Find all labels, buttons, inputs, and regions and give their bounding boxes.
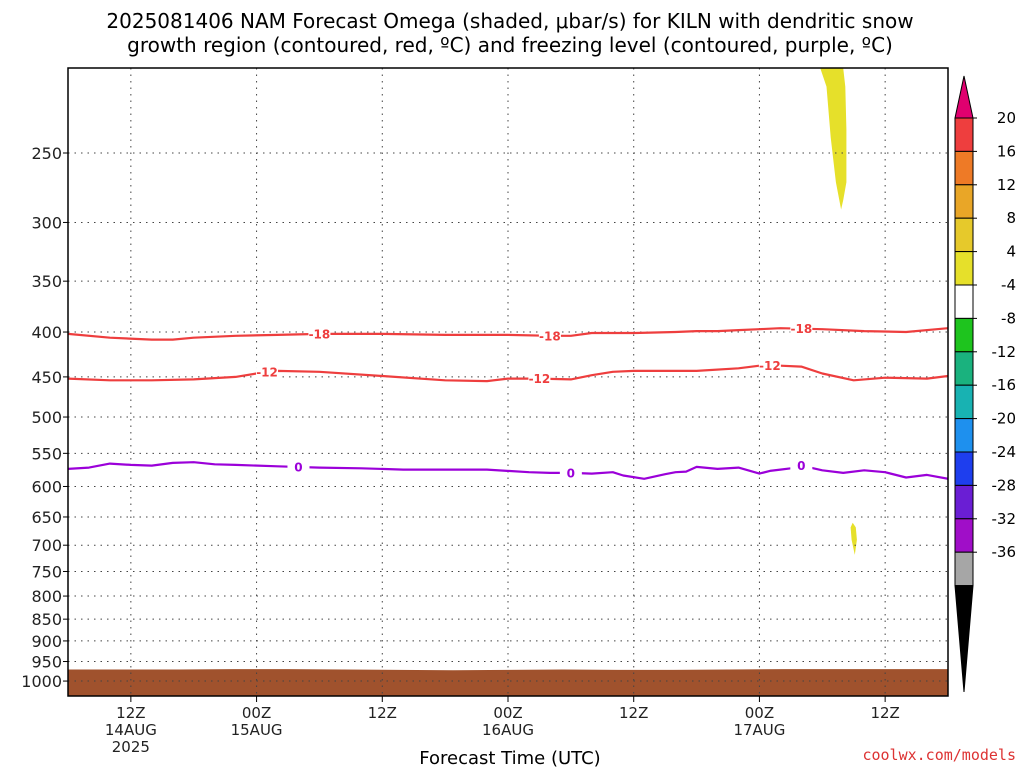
y-tick-label-700: 700: [31, 536, 62, 555]
contour-label-minus18-2: -18: [790, 322, 812, 336]
colorbar-label-5: -4: [1001, 276, 1016, 294]
colorbar-segment-8: [954, 384, 974, 420]
x-tick-label-18-1: 15AUG: [231, 721, 283, 739]
x-axis-label: Forecast Time (UTC): [419, 748, 600, 768]
credit-text: coolwx.com/models: [862, 746, 1016, 764]
x-tick-label-18-0: 00Z: [242, 704, 271, 722]
colorbar-segment-11: [954, 484, 974, 520]
contour-label-bg: [790, 458, 813, 473]
chart-title-line-2: growth region (contoured, red, ºC) and f…: [127, 33, 893, 57]
contour-label-0-2: 0: [797, 459, 805, 473]
y-tick-label-800: 800: [31, 587, 62, 606]
colorbar-segment-4: [954, 251, 974, 286]
contour-label-bg: [528, 371, 551, 386]
colorbar-label-2: 12: [997, 176, 1016, 194]
colorbar-label-6: -8: [1001, 309, 1016, 327]
plot-area: -18 -18 -18 -12 -12 -12 0 0 0: [67, 67, 949, 697]
colorbar-label-4: 4: [1006, 243, 1016, 261]
colorbar-label-9: -20: [992, 410, 1017, 428]
x-tick-label-6-0: 12Z: [116, 704, 145, 722]
x-tick-label-78-0: 12Z: [870, 704, 899, 722]
colorbar-segment-3: [954, 217, 974, 253]
x-tick-label-54-0: 12Z: [619, 704, 648, 722]
x-tick-label-30-0: 12Z: [368, 704, 397, 722]
colorbar: 20 16 12 8 4 -4 -8 -12 -16 -20 -24 -28 -32 -36: [954, 75, 1017, 693]
colorbar-segment-9: [954, 418, 974, 453]
contour-label-bg: [287, 459, 310, 474]
colorbar-segment-1: [954, 150, 974, 186]
y-tick-label-650: 650: [31, 508, 62, 527]
surface-terrain: [68, 669, 948, 696]
colorbar-arrow-bottom: [954, 585, 974, 693]
contour-label-0-1: 0: [567, 466, 575, 480]
y-tick-label-500: 500: [31, 408, 62, 427]
colorbar-label-8: -16: [992, 376, 1017, 394]
y-tick-label-350: 350: [31, 272, 62, 291]
colorbar-label-13: -36: [992, 543, 1017, 561]
y-tick-label-1000: 1000: [21, 672, 62, 691]
y-tick-label-250: 250: [31, 144, 62, 163]
y-tick-label-600: 600: [31, 477, 62, 496]
contour-label-bg: [308, 326, 331, 341]
colorbar-arrow-top: [954, 75, 974, 119]
colorbar-label-1: 16: [997, 142, 1016, 160]
y-tick-label-900: 900: [31, 632, 62, 651]
omega-shaded-region-1: [850, 522, 857, 555]
colorbar-segment-12: [954, 518, 974, 553]
x-tick-label-66-0: 00Z: [745, 704, 774, 722]
colorbar-label-0: 20: [997, 109, 1016, 127]
colorbar-segment-10: [954, 451, 974, 486]
contour-label-minus18-0: -18: [309, 327, 331, 341]
y-tick-label-750: 750: [31, 562, 62, 581]
y-tick-label-400: 400: [31, 323, 62, 342]
contour-label-0-0: 0: [294, 460, 302, 474]
colorbar-segment-13: [954, 551, 974, 587]
contour-label-minus12-0: -12: [256, 366, 278, 380]
contour-label-bg: [758, 358, 781, 373]
contour-label-bg: [538, 328, 561, 343]
colorbar-segment-6: [954, 317, 974, 353]
x-tick-label-42-1: 16AUG: [482, 721, 534, 739]
colorbar-label-10: -24: [992, 443, 1017, 461]
omega-shaded-region-0: [820, 68, 847, 210]
y-tick-label-950: 950: [31, 653, 62, 672]
contour-label-bg: [790, 321, 813, 336]
colorbar-segment-2: [954, 184, 974, 219]
colorbar-label-11: -28: [992, 476, 1017, 494]
y-tick-label-300: 300: [31, 213, 62, 232]
contour-line-minus12: [68, 364, 948, 383]
chart-title-line-1: 2025081406 NAM Forecast Omega (shaded, μ…: [106, 9, 913, 33]
colorbar-label-3: 8: [1006, 209, 1016, 227]
colorbar-segment-7: [954, 351, 974, 386]
colorbar-label-7: -12: [992, 343, 1017, 361]
x-tick-label-66-1: 17AUG: [733, 721, 785, 739]
y-axis: 250 300 350 400 450 500 550 600 650 700 750 800 850 9…: [21, 144, 68, 691]
contour-label-minus12-1: -12: [529, 372, 551, 386]
plot-clip-group: -18 -18 -18 -12 -12 -12 0 0 0: [68, 68, 948, 696]
y-tick-label-550: 550: [31, 444, 62, 463]
contour-label-bg: [559, 465, 582, 480]
y-tick-label-850: 850: [31, 610, 62, 629]
x-tick-label-6-1: 14AUG: [105, 721, 157, 739]
x-tick-label-42-0: 00Z: [493, 704, 522, 722]
contour-label-minus12-2: -12: [759, 359, 781, 373]
y-tick-label-450: 450: [31, 368, 62, 387]
x-tick-label-6-2: 2025: [112, 738, 150, 756]
colorbar-label-12: -32: [992, 510, 1017, 528]
contour-label-minus18-1: -18: [539, 329, 561, 343]
colorbar-segment-0: [954, 117, 974, 152]
contour-line-minus18: [68, 327, 948, 341]
colorbar-segment-5: [954, 284, 974, 319]
contour-label-bg: [256, 365, 279, 380]
